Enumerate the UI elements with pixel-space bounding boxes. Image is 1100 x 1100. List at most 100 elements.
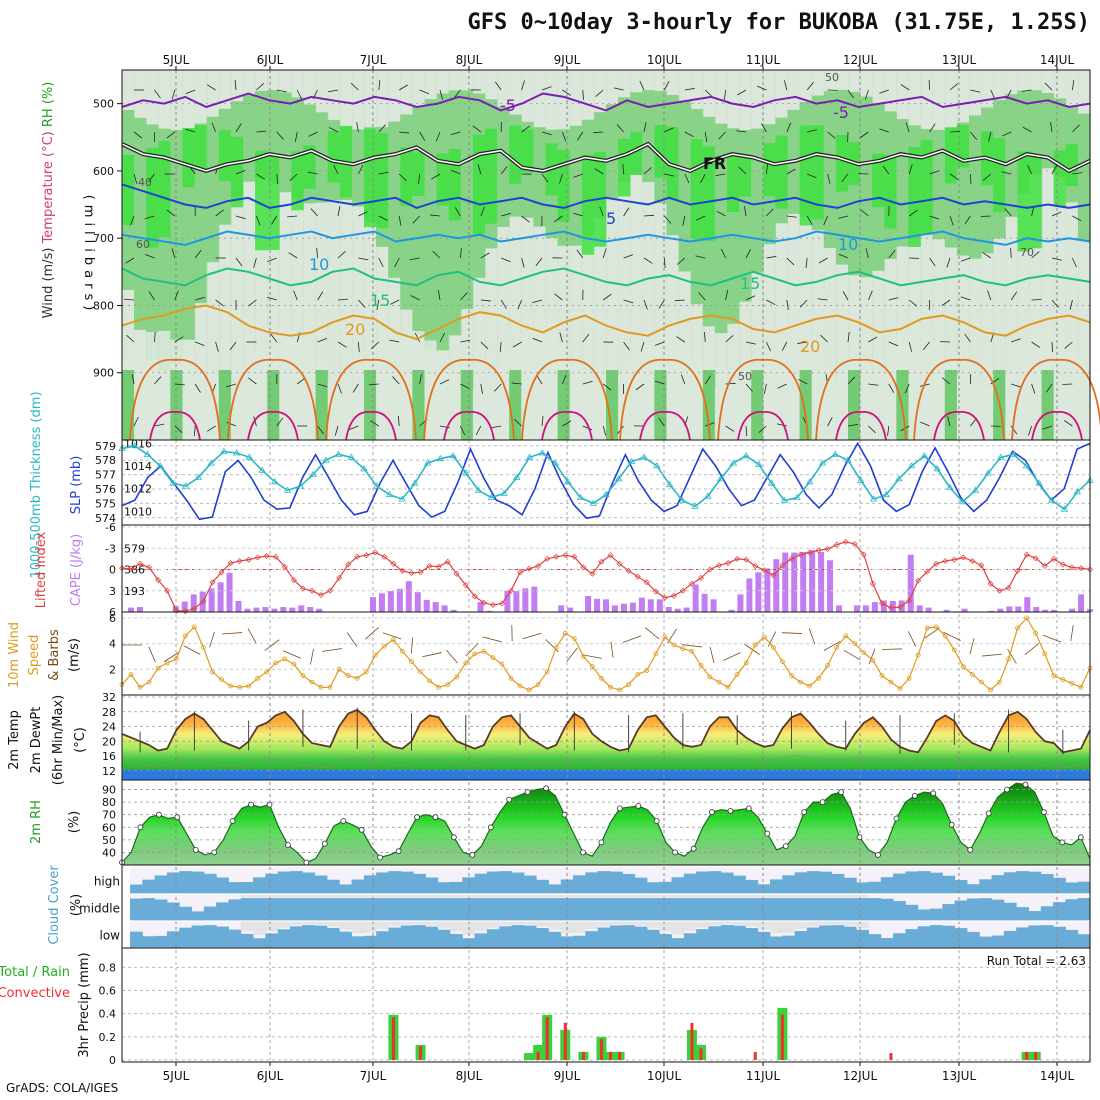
cape-bar (477, 602, 484, 612)
wind-barb (613, 87, 624, 91)
panel-label-part: RH (%) (41, 82, 56, 132)
wind-barb (905, 122, 910, 133)
isotherm-25 (913, 358, 1005, 441)
rh-band (569, 366, 583, 440)
date-label-top: 7JUL (360, 53, 387, 67)
cape-bar (988, 610, 995, 612)
isotherm-10 (121, 230, 1091, 246)
wind-barb (888, 249, 896, 259)
wind-barb (337, 206, 341, 217)
cape-bar (432, 602, 439, 612)
wind-barb (310, 208, 318, 217)
rh-band (630, 131, 643, 175)
cloud-cell (1003, 902, 1017, 921)
cloud-cell (585, 872, 599, 894)
contour-label: 70 (1020, 246, 1034, 259)
cloud-cell (696, 898, 709, 921)
cloud-cell (917, 871, 931, 894)
wind-barb (337, 298, 348, 301)
cloud-cell (1003, 930, 1017, 948)
cloud-cell (942, 875, 956, 894)
cape-bar (782, 552, 789, 612)
cloud-cell (474, 894, 488, 898)
wind-barb (148, 173, 155, 183)
wind-barb (454, 207, 461, 217)
wind-barb (1051, 299, 1059, 308)
rh-band (509, 125, 522, 184)
rh-band (436, 153, 450, 206)
cloud-cell (954, 928, 968, 948)
cape-bar (585, 596, 592, 612)
data-point (844, 456, 852, 463)
data-point (801, 809, 808, 816)
data-point (354, 675, 360, 681)
wind-speed-line (121, 616, 1091, 691)
data-point (499, 661, 505, 667)
wind-barb (412, 215, 420, 224)
data-point (843, 633, 849, 639)
cloud-cell (179, 871, 193, 894)
rh-band (823, 367, 837, 440)
cloud-cell (1053, 902, 1066, 921)
wind-barb (847, 332, 850, 343)
wind-barb (573, 173, 583, 178)
cloud-cell (573, 898, 586, 921)
wind-barb (599, 206, 604, 217)
wind-barb (644, 627, 660, 640)
data-point (408, 570, 415, 576)
data-point (833, 541, 840, 548)
rh-band (799, 370, 813, 440)
cloud-cell (782, 875, 796, 894)
data-point (842, 538, 849, 545)
cloud-cell (130, 884, 143, 894)
isotherm-25 (619, 358, 711, 441)
wind-barb (193, 425, 196, 436)
cloud-cell (425, 877, 439, 894)
wind-barb (658, 299, 665, 309)
data-point (551, 459, 559, 466)
wind-barb (390, 299, 400, 305)
wind-barb (512, 341, 522, 348)
wind-barb (786, 168, 796, 175)
wind-barb (211, 122, 216, 133)
cloud-cell (400, 894, 414, 898)
cape-bar (414, 592, 421, 612)
data-point (526, 687, 532, 693)
cloud-cell (326, 927, 340, 948)
data-point (906, 597, 913, 604)
data-point (635, 672, 641, 677)
cloud-cell (536, 921, 549, 927)
wind-barb (990, 89, 996, 100)
data-point (716, 562, 723, 569)
wind-barb (1064, 341, 1073, 349)
data-point (390, 637, 396, 643)
wind-barb (798, 378, 808, 385)
cloud-cell (228, 929, 242, 948)
cape-bar (441, 605, 448, 612)
data-point (987, 580, 994, 587)
cloud-cell (413, 894, 426, 898)
data-point (946, 483, 954, 490)
wind-barb (738, 166, 747, 175)
isotherm-25 (521, 358, 613, 441)
cloud-cell (253, 877, 266, 894)
wind-barb (480, 341, 489, 350)
data-point (1073, 488, 1082, 495)
data-point (1041, 563, 1048, 569)
wind-barb (276, 417, 284, 427)
cloud-cell (1077, 881, 1091, 894)
wind-barb (777, 383, 787, 389)
data-point (589, 570, 596, 577)
panel-label-part: (%) (67, 811, 82, 834)
data-point (581, 654, 586, 659)
cloud-cell (290, 926, 303, 948)
data-point (1050, 555, 1057, 562)
cape-bar (791, 552, 798, 612)
rh-band (775, 135, 789, 209)
cape-bar (307, 607, 314, 612)
wind-barb (358, 211, 368, 217)
rh-band (291, 151, 305, 211)
rh-band (956, 125, 970, 168)
rh-band (1041, 370, 1055, 440)
wind-barb (970, 131, 978, 140)
